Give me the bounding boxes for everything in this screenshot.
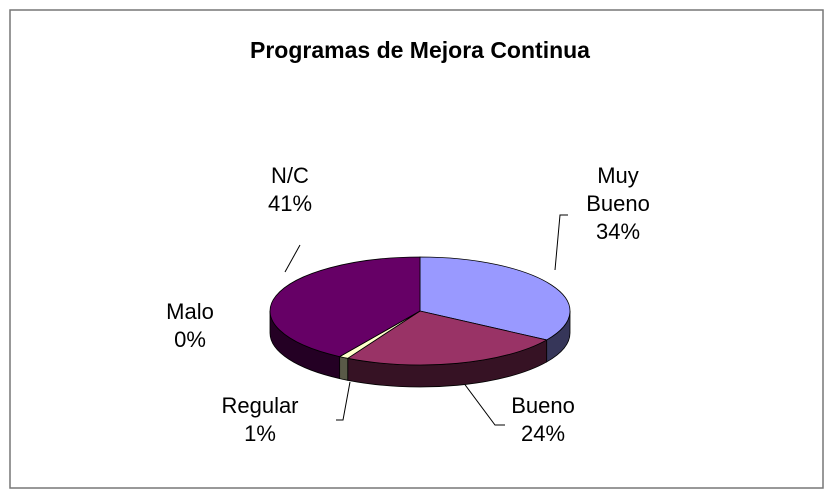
slice-label: Muy Bueno 34% bbox=[570, 162, 666, 246]
slice-value: 41% bbox=[267, 191, 313, 216]
slice-label: N/C 41% bbox=[235, 162, 345, 218]
slice-value: 34% bbox=[595, 219, 641, 244]
pie-slice bbox=[346, 310, 548, 366]
slice-category: N/C bbox=[271, 163, 309, 188]
leader-line bbox=[336, 381, 351, 421]
slice-label: Regular 1% bbox=[200, 392, 320, 448]
slice-category: Malo bbox=[166, 299, 214, 324]
slice-category: Muy Bueno bbox=[586, 163, 650, 216]
slice-label: Bueno 24% bbox=[488, 392, 598, 448]
slice-value: 0% bbox=[174, 327, 206, 352]
slice-label: Malo 0% bbox=[140, 298, 240, 354]
pie-slice-side bbox=[339, 356, 349, 381]
pie-slice bbox=[269, 256, 421, 358]
pie-tops bbox=[269, 256, 571, 366]
slice-category: Regular bbox=[221, 393, 299, 418]
leader-line bbox=[459, 377, 505, 426]
leader-lines bbox=[284, 214, 568, 426]
chart-frame bbox=[9, 9, 824, 489]
pie-sides bbox=[269, 310, 571, 388]
slice-value: 1% bbox=[244, 421, 276, 446]
leader-line bbox=[284, 244, 301, 273]
leader-line bbox=[554, 214, 568, 271]
slice-value: 24% bbox=[520, 421, 566, 446]
slice-category: Bueno bbox=[511, 393, 575, 418]
chart-title: Programas de Mejora Continua bbox=[250, 37, 590, 63]
